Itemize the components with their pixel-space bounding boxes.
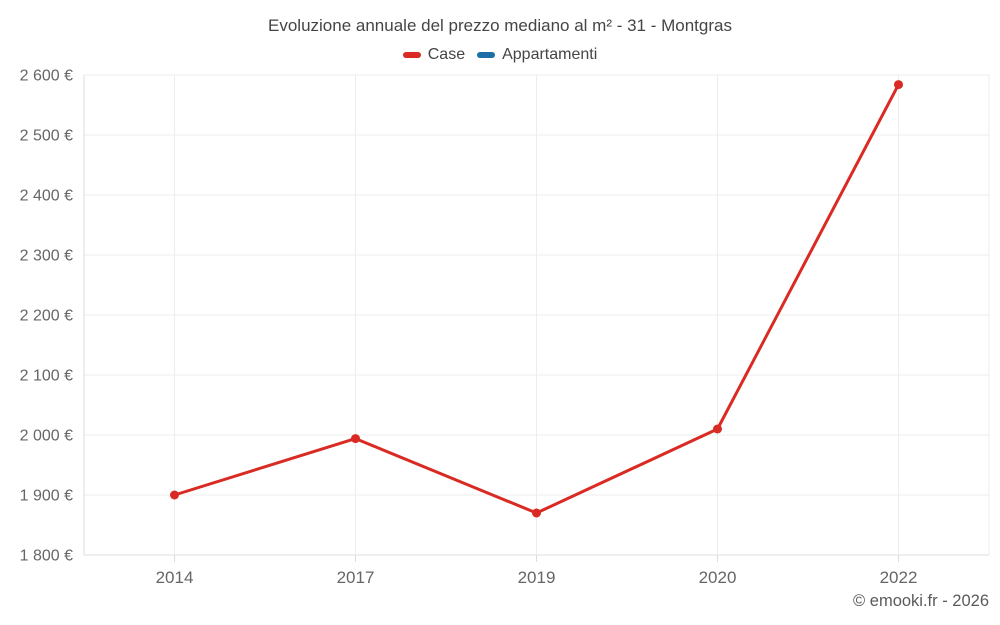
y-axis-tick-label: 2 400 € bbox=[20, 188, 73, 205]
legend-label: Appartamenti bbox=[502, 46, 598, 63]
data-point-case bbox=[351, 434, 360, 444]
y-axis-tick-label: 2 100 € bbox=[20, 368, 73, 385]
x-axis-ticks bbox=[174, 555, 899, 562]
data-point-case bbox=[894, 80, 903, 90]
data-point-case bbox=[532, 508, 541, 518]
y-axis-labels: 1 800 € 1 900 € 2 000 € 2 100 € 2 200 € 2 300… bbox=[20, 68, 73, 565]
legend-item-appartamenti[interactable]: Appartamenti bbox=[477, 46, 597, 64]
legend-label: Case bbox=[427, 46, 466, 63]
legend-swatch-icon bbox=[402, 52, 421, 58]
series-case bbox=[170, 80, 903, 518]
x-axis-tick-label: 2019 bbox=[518, 568, 556, 587]
copyright-footer: © emooki.fr - 2026 bbox=[853, 592, 989, 610]
chart-title: Evoluzione annuale del prezzo mediano al… bbox=[268, 16, 732, 35]
legend-swatch-icon bbox=[477, 52, 496, 58]
y-axis-tick-label: 2 600 € bbox=[20, 68, 73, 85]
y-axis-tick-label: 1 900 € bbox=[20, 488, 73, 505]
x-axis-tick-label: 2020 bbox=[699, 568, 737, 587]
y-axis-tick-label: 2 200 € bbox=[20, 308, 73, 325]
data-point-case bbox=[713, 424, 722, 434]
x-axis-tick-label: 2014 bbox=[156, 568, 194, 587]
x-axis-tick-label: 2017 bbox=[337, 568, 375, 587]
y-axis-tick-label: 2 300 € bbox=[20, 248, 73, 265]
legend: Case Appartamenti bbox=[0, 46, 1000, 64]
x-axis-labels: 2014 2017 2019 2020 2022 bbox=[156, 568, 918, 587]
y-axis-tick-label: 1 800 € bbox=[20, 548, 73, 565]
y-axis-tick-label: 2 500 € bbox=[20, 128, 73, 145]
legend-item-case[interactable]: Case bbox=[402, 46, 466, 64]
data-point-case bbox=[170, 490, 179, 500]
y-axis-tick-label: 2 000 € bbox=[20, 428, 73, 445]
x-axis-tick-label: 2022 bbox=[880, 568, 918, 587]
gridlines bbox=[83, 74, 990, 556]
